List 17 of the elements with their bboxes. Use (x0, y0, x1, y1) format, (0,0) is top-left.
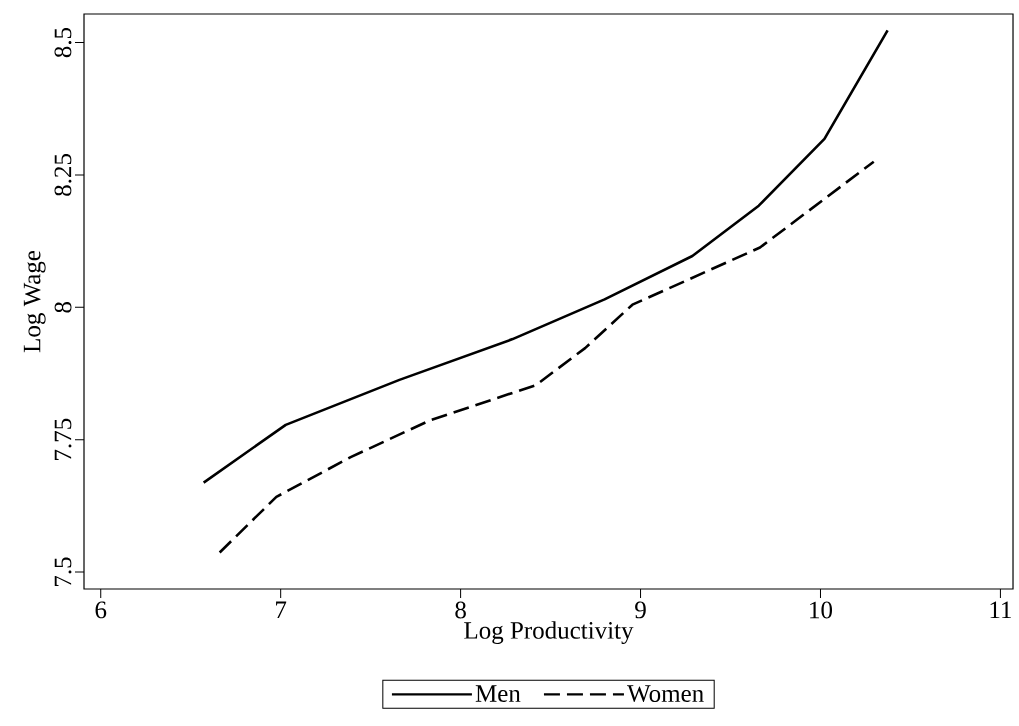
x-tick-label: 11 (990, 601, 1011, 619)
x-tick-label: 6 (95, 601, 107, 619)
y-tick-label: 8.5 (54, 27, 72, 58)
y-axis-title: Log Wage (23, 250, 46, 353)
y-tick-label: 8 (54, 302, 72, 313)
x-tick-label: 8 (455, 601, 466, 619)
y-tick-label: 8.25 (54, 154, 72, 196)
x-axis-title: Log Productivity (464, 621, 634, 645)
legend-label: Men (475, 685, 521, 702)
y-tick-label: 7.75 (54, 418, 72, 460)
y-tick-label: 7.5 (54, 557, 72, 587)
legend-label: Women (627, 685, 704, 703)
x-tick-label: 9 (635, 601, 646, 619)
line-series (218, 160, 876, 554)
line-series (202, 29, 889, 484)
x-tick-label: 10 (810, 601, 833, 619)
x-tick-label: 7 (276, 601, 287, 618)
